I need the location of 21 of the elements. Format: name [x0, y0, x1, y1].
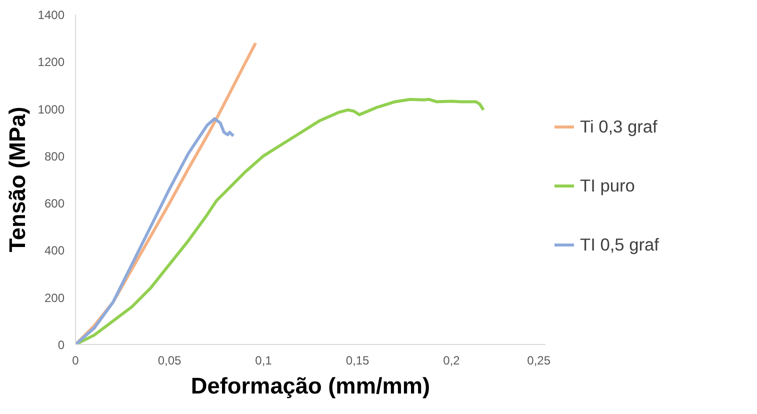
- y-tick-label: 1400: [38, 8, 65, 22]
- y-tick-label: 1200: [38, 55, 65, 70]
- y-tick-label: 600: [44, 196, 65, 211]
- x-tick-label: 0,2: [443, 354, 460, 368]
- y-tick-label: 200: [44, 290, 65, 305]
- x-tick-label: 0: [72, 354, 80, 368]
- legend-label: TI puro: [580, 175, 635, 196]
- x-axis-title: Deformação (mm/mm): [190, 372, 430, 398]
- x-tick-label: 0,25: [527, 354, 551, 368]
- y-tick-label: 400: [44, 244, 65, 258]
- y-tick-label: 800: [44, 149, 65, 164]
- x-tick-label: 0,1: [255, 354, 272, 368]
- line-series: [76, 117, 235, 344]
- line-series: [76, 98, 485, 344]
- y-tick-label: 1000: [38, 102, 65, 116]
- x-tick-label: 0,05: [158, 354, 182, 368]
- y-tick-label: 0: [58, 338, 65, 352]
- x-tick-label: 0,15: [346, 354, 370, 368]
- legend-label: Ti 0,3 graf: [580, 116, 658, 137]
- y-axis-title: Tensão (MPa): [4, 106, 30, 252]
- legend-label: TI 0,5 graf: [580, 234, 659, 255]
